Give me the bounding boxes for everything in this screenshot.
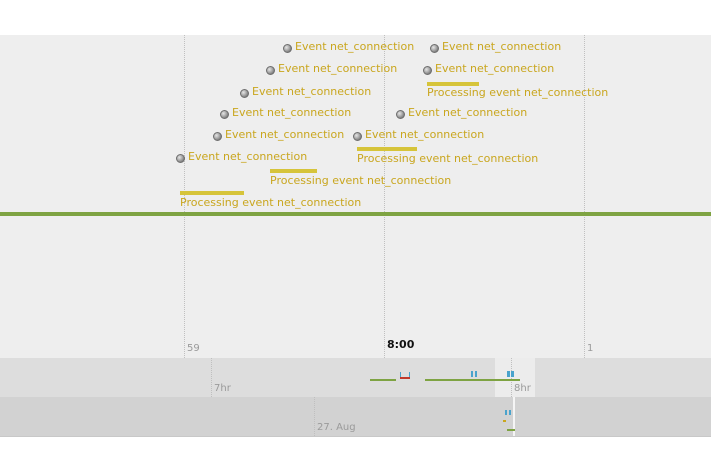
duration-bar[interactable] [357,147,417,151]
event-dot[interactable] [266,66,275,75]
event-label[interactable]: Event net_connection [232,106,352,119]
event-dot[interactable] [430,44,439,53]
event-dot[interactable] [213,132,222,141]
date-band-tick [509,410,511,415]
overview-label-7hr: 7hr [214,383,231,394]
overview-event-marker-red [400,377,410,379]
overview-tick [511,371,514,377]
overview-event-span [370,379,396,381]
event-label[interactable]: Event net_connection [225,128,345,141]
overview-band[interactable]: 7hr 8hr [0,358,711,397]
gridline-8-00 [384,35,385,358]
date-band-event-marker [503,420,506,422]
date-gridline [314,397,315,436]
duration-bar[interactable] [270,169,317,173]
overview-gridline-8hr [511,358,512,397]
timeline-main-band[interactable]: 59 8:00 1 Event net_connection Event net… [0,35,711,358]
event-dot[interactable] [283,44,292,53]
overview-tick [475,371,477,377]
event-dot[interactable] [353,132,362,141]
event-label[interactable]: Event net_connection [408,106,528,119]
date-band-position-marker [513,397,515,436]
event-label[interactable]: Event net_connection [365,128,485,141]
event-dot[interactable] [240,89,249,98]
overview-tick [471,371,473,377]
event-dot[interactable] [423,66,432,75]
overview-event-span [425,379,520,381]
gridline-59 [184,35,185,358]
axis-label-1: 1 [587,343,594,354]
event-dot[interactable] [220,110,229,119]
event-label[interactable]: Event net_connection [188,150,308,163]
processing-label[interactable]: Processing event net_connection [270,174,452,187]
event-label[interactable]: Event net_connection [295,40,415,53]
duration-bar[interactable] [180,191,244,195]
processing-label[interactable]: Processing event net_connection [180,196,362,209]
overview-visible-range[interactable] [495,358,535,397]
processing-label[interactable]: Processing event net_connection [427,86,609,99]
event-dot[interactable] [176,154,185,163]
date-label: 27. Aug [317,422,356,433]
overview-label-8hr: 8hr [514,383,531,394]
axis-label-8-00: 8:00 [387,338,415,351]
overview-gridline-7hr [211,358,212,397]
duration-bar[interactable] [427,82,479,86]
gridline-1 [584,35,585,358]
event-label[interactable]: Event net_connection [252,85,372,98]
event-label[interactable]: Event net_connection [442,40,562,53]
current-time-line [0,212,711,216]
overview-tick [507,371,510,377]
date-band[interactable]: 27. Aug [0,397,711,437]
date-band-event-span [507,429,515,431]
date-band-tick [505,410,507,415]
processing-label[interactable]: Processing event net_connection [357,152,539,165]
event-label[interactable]: Event net_connection [435,62,555,75]
event-label[interactable]: Event net_connection [278,62,398,75]
axis-label-59: 59 [187,343,200,354]
event-dot[interactable] [396,110,405,119]
